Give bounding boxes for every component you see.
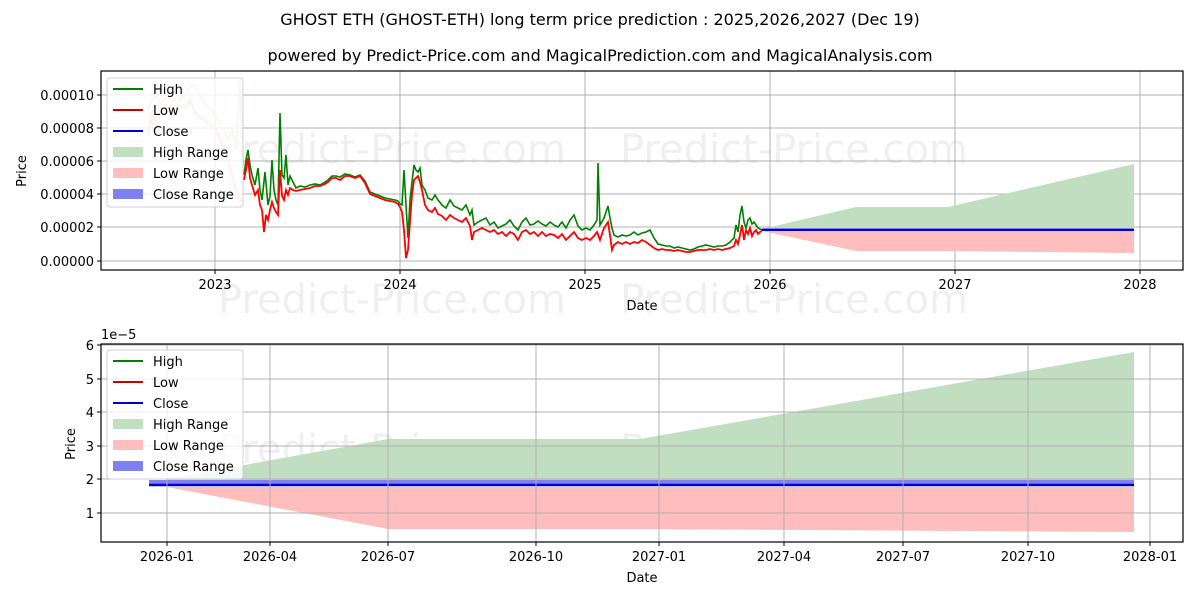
xtick-label: 2027-01 xyxy=(632,550,686,565)
ytick-label: 0.00010 xyxy=(40,89,94,104)
watermark: Predict-Price.com xyxy=(620,127,968,173)
bottom-grid xyxy=(101,344,1183,542)
ytick-label: 0.00008 xyxy=(40,122,94,137)
xtick-label: 2028-01 xyxy=(1123,550,1177,565)
legend-label: Low xyxy=(153,104,179,119)
close-range-band xyxy=(149,480,1134,484)
high-range-area xyxy=(167,352,1134,480)
xtick-label: 2023 xyxy=(198,278,231,293)
ytick-label: 1 xyxy=(86,507,94,522)
legend-label: High xyxy=(153,83,183,98)
xtick-label: 2025 xyxy=(568,278,601,293)
legend-high-range-swatch xyxy=(113,147,143,157)
legend-label: High Range xyxy=(153,146,228,161)
legend-low-range-swatch xyxy=(113,168,143,178)
legend-label: Close xyxy=(153,125,188,140)
ytick-label: 0.00006 xyxy=(40,155,94,170)
bottom-axes-frame xyxy=(100,343,1184,543)
ytick-label: 3 xyxy=(86,440,94,455)
xtick-label: 2026-07 xyxy=(361,550,415,565)
bottom-xticks xyxy=(166,542,1151,546)
watermark: Predict-Price.com xyxy=(620,277,968,323)
bottom-ytick-labels: 6 5 4 3 2 1 xyxy=(86,339,94,522)
ytick-label: 0.00002 xyxy=(40,221,94,236)
top-yticks xyxy=(97,94,101,262)
legend-high-range-swatch xyxy=(113,419,143,429)
legend-low-range-swatch xyxy=(113,440,143,450)
top-xticks xyxy=(214,270,1141,274)
xtick-label: 2027-04 xyxy=(757,550,811,565)
top-xtick-labels: 2023 2024 2025 2026 2027 2028 xyxy=(198,278,1156,293)
bottom-yticks xyxy=(97,344,101,514)
top-legend: High Low Close High Range Low Range Clos… xyxy=(106,77,244,208)
legend-close-range-swatch xyxy=(113,461,143,471)
top-yaxis-label: Price xyxy=(15,155,30,187)
top-chart: Predict-Price.com Predict-Price.com Pred… xyxy=(15,70,1184,323)
chart-title: GHOST ETH (GHOST-ETH) long term price pr… xyxy=(280,10,920,29)
xtick-label: 2026-01 xyxy=(140,550,194,565)
xtick-label: 2026-10 xyxy=(509,550,563,565)
xtick-label: 2026-04 xyxy=(243,550,297,565)
ytick-label: 4 xyxy=(86,406,94,421)
top-axes-frame xyxy=(100,70,1184,271)
legend-label: Low xyxy=(153,376,179,391)
low-range-area xyxy=(762,231,1134,253)
legend-label: Low Range xyxy=(153,439,224,454)
top-xaxis-label: Date xyxy=(626,299,657,314)
ytick-label: 0.00000 xyxy=(40,255,94,270)
xtick-label: 2028 xyxy=(1123,278,1156,293)
top-ytick-labels: 0.00010 0.00008 0.00006 0.00004 0.00002 … xyxy=(40,89,94,270)
xtick-label: 2026 xyxy=(753,278,786,293)
bottom-chart: Predict-Price.com Predict-Price.com 1e xyxy=(64,328,1184,586)
chart-subtitle: powered by Predict-Price.com and Magical… xyxy=(267,46,933,65)
ytick-label: 5 xyxy=(86,373,94,388)
y-offset-label: 1e−5 xyxy=(101,328,136,343)
xtick-label: 2027-07 xyxy=(876,550,930,565)
ytick-label: 0.00004 xyxy=(40,188,94,203)
low-range-area xyxy=(167,487,1134,532)
legend-label: Close Range xyxy=(153,460,234,475)
xtick-label: 2024 xyxy=(383,278,416,293)
low-line xyxy=(243,157,763,259)
legend-label: Close Range xyxy=(153,188,234,203)
ytick-label: 6 xyxy=(86,339,94,354)
legend-label: High Range xyxy=(153,418,228,433)
xtick-label: 2027-10 xyxy=(1001,550,1055,565)
legend-label: High xyxy=(153,355,183,370)
watermark: Predict-Price.com xyxy=(218,277,566,323)
bottom-xtick-labels: 2026-01 2026-04 2026-07 2026-10 2027-01 … xyxy=(140,550,1177,565)
bottom-legend: High Low Close High Range Low Range Clos… xyxy=(106,349,244,480)
legend-label: Close xyxy=(153,397,188,412)
legend-close-range-swatch xyxy=(113,189,143,199)
bottom-yaxis-label: Price xyxy=(64,428,79,460)
bottom-xaxis-label: Date xyxy=(626,571,657,586)
ytick-label: 2 xyxy=(86,473,94,488)
watermark: Predict-Price.com xyxy=(218,127,566,173)
legend-label: Low Range xyxy=(153,167,224,182)
high-line xyxy=(243,112,763,251)
xtick-label: 2027 xyxy=(938,278,971,293)
high-range-area xyxy=(762,164,1134,229)
